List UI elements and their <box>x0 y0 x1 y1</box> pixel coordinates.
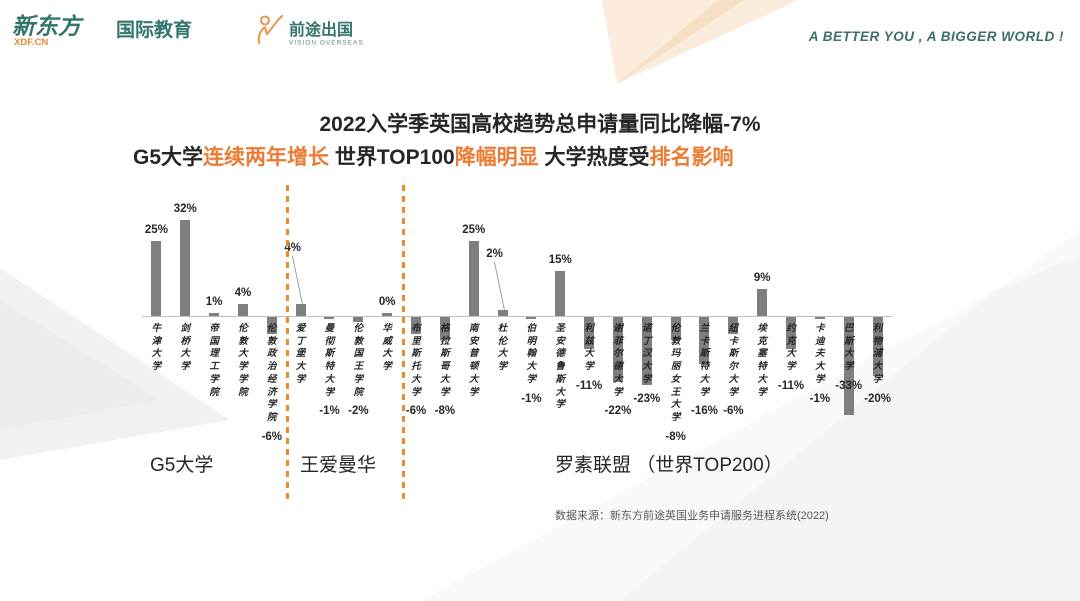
svg-text:VISION OVERSEAS: VISION OVERSEAS <box>289 40 364 47</box>
svg-text:前途出国: 前途出国 <box>289 20 353 39</box>
svg-text:XDF.CN: XDF.CN <box>14 37 48 48</box>
svg-text:新东方: 新东方 <box>12 13 84 39</box>
svg-text:国际教育: 国际教育 <box>116 18 192 41</box>
